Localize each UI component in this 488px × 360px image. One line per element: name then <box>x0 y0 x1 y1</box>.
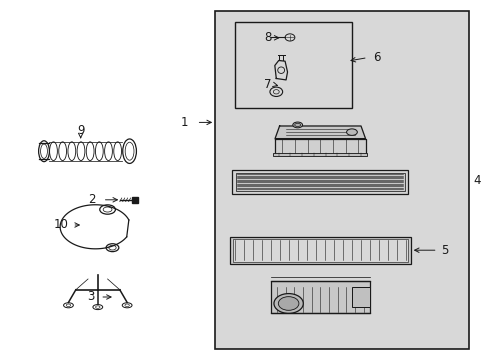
Bar <box>273 153 366 156</box>
Text: 10: 10 <box>54 219 68 231</box>
Bar <box>270 281 369 313</box>
Text: 2: 2 <box>88 193 96 206</box>
Text: 4: 4 <box>472 174 480 186</box>
Polygon shape <box>274 126 365 139</box>
Bar <box>232 170 407 194</box>
Text: 5: 5 <box>440 244 448 257</box>
Ellipse shape <box>346 129 357 135</box>
Bar <box>235 172 404 191</box>
Bar <box>215 11 468 349</box>
Text: 7: 7 <box>264 78 271 91</box>
Text: 9: 9 <box>77 124 84 137</box>
Ellipse shape <box>292 122 302 128</box>
Bar <box>132 197 138 203</box>
Bar <box>234 22 351 108</box>
Ellipse shape <box>273 293 303 313</box>
Ellipse shape <box>278 297 298 310</box>
Text: 3: 3 <box>86 291 94 303</box>
Polygon shape <box>274 139 365 155</box>
Bar <box>232 239 407 261</box>
Text: 6: 6 <box>372 51 380 64</box>
Bar <box>351 287 369 307</box>
Text: 1: 1 <box>181 116 188 129</box>
Bar <box>229 237 410 264</box>
Text: 8: 8 <box>264 31 271 44</box>
